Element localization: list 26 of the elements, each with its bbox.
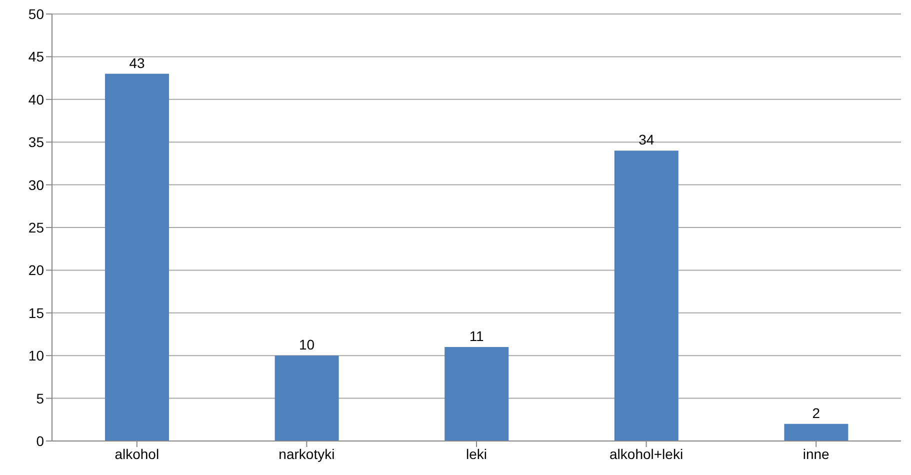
y-tick-label: 45	[28, 48, 44, 65]
y-tick-label: 10	[28, 348, 44, 364]
bar	[105, 74, 169, 441]
x-tick-label: narkotyki	[278, 446, 335, 462]
y-tick-label: 20	[28, 262, 44, 278]
data-label: 34	[638, 132, 654, 148]
x-tick-label: leki	[466, 446, 488, 462]
bar	[784, 424, 848, 441]
data-label: 11	[469, 328, 484, 344]
y-tick-label: 5	[36, 390, 44, 406]
y-tick-label: 15	[28, 304, 44, 321]
bar	[614, 150, 678, 441]
y-tick-label: 0	[36, 432, 44, 449]
x-tick-label: alkohol+leki	[610, 446, 684, 462]
data-label: 43	[129, 54, 145, 71]
y-tick-label: 40	[28, 91, 44, 108]
y-tick-label: 50	[28, 6, 44, 22]
bar	[274, 356, 339, 441]
x-tick-label: inne	[802, 446, 830, 462]
y-tick-label: 25	[28, 219, 44, 236]
y-tick-label: 30	[28, 176, 44, 193]
data-label: 2	[812, 404, 820, 421]
bar	[444, 347, 509, 441]
data-label: 10	[299, 336, 315, 353]
y-tick-label: 35	[28, 134, 44, 150]
x-tick-label: alkohol	[114, 446, 160, 462]
